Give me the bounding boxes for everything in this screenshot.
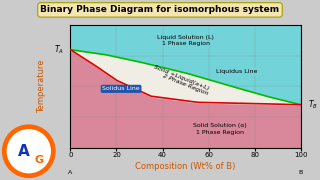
Text: Temperature: Temperature	[37, 60, 46, 113]
Text: B: B	[299, 170, 303, 175]
Text: A: A	[18, 144, 30, 159]
Text: Liquidus Line: Liquidus Line	[216, 69, 257, 74]
Text: Solid +Liquid(a+L): Solid +Liquid(a+L)	[153, 64, 209, 91]
Text: Solidus Line: Solidus Line	[102, 86, 140, 91]
Text: Liquid Solution (L): Liquid Solution (L)	[157, 35, 214, 40]
Text: A: A	[68, 170, 73, 175]
X-axis label: Composition (Wt% of B): Composition (Wt% of B)	[135, 162, 236, 171]
Text: G: G	[34, 155, 43, 165]
Text: 1 Phase Region: 1 Phase Region	[162, 41, 210, 46]
Text: $T_B$: $T_B$	[308, 98, 318, 111]
Text: $T_A$: $T_A$	[53, 43, 63, 56]
Text: Binary Phase Diagram for isomorphous system: Binary Phase Diagram for isomorphous sys…	[40, 5, 280, 14]
Text: Solid Solution (α): Solid Solution (α)	[193, 123, 247, 128]
Circle shape	[3, 125, 55, 177]
Text: 1 Phase Region: 1 Phase Region	[196, 130, 244, 135]
Text: 2 Phase Region: 2 Phase Region	[162, 74, 209, 97]
Circle shape	[7, 130, 50, 173]
